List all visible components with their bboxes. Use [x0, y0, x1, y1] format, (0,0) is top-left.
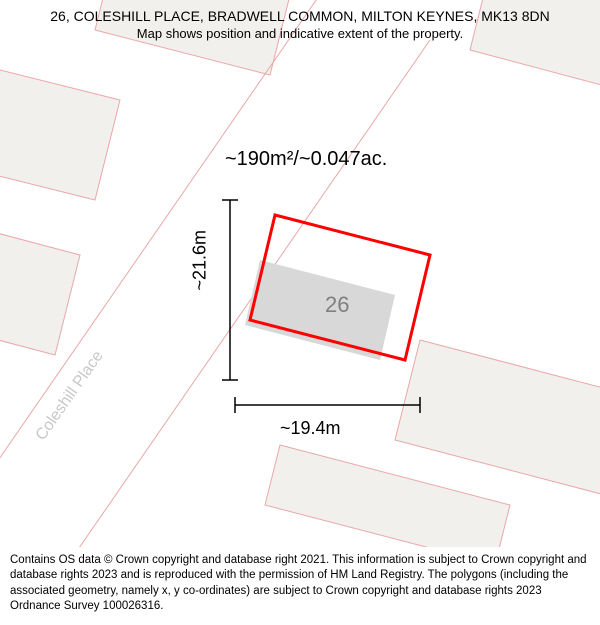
area-measurement: ~190m²/~0.047ac.	[225, 148, 387, 171]
property-map	[0, 0, 600, 550]
building-footprint	[245, 260, 395, 360]
height-measurement: ~21.6m	[190, 230, 211, 291]
width-measurement: ~19.4m	[280, 418, 341, 439]
copyright-footer: Contains OS data © Crown copyright and d…	[0, 547, 600, 625]
page-title: 26, COLESHILL PLACE, BRADWELL COMMON, MI…	[10, 8, 590, 24]
page-subtitle: Map shows position and indicative extent…	[10, 26, 590, 41]
property-number: 26	[325, 292, 349, 318]
